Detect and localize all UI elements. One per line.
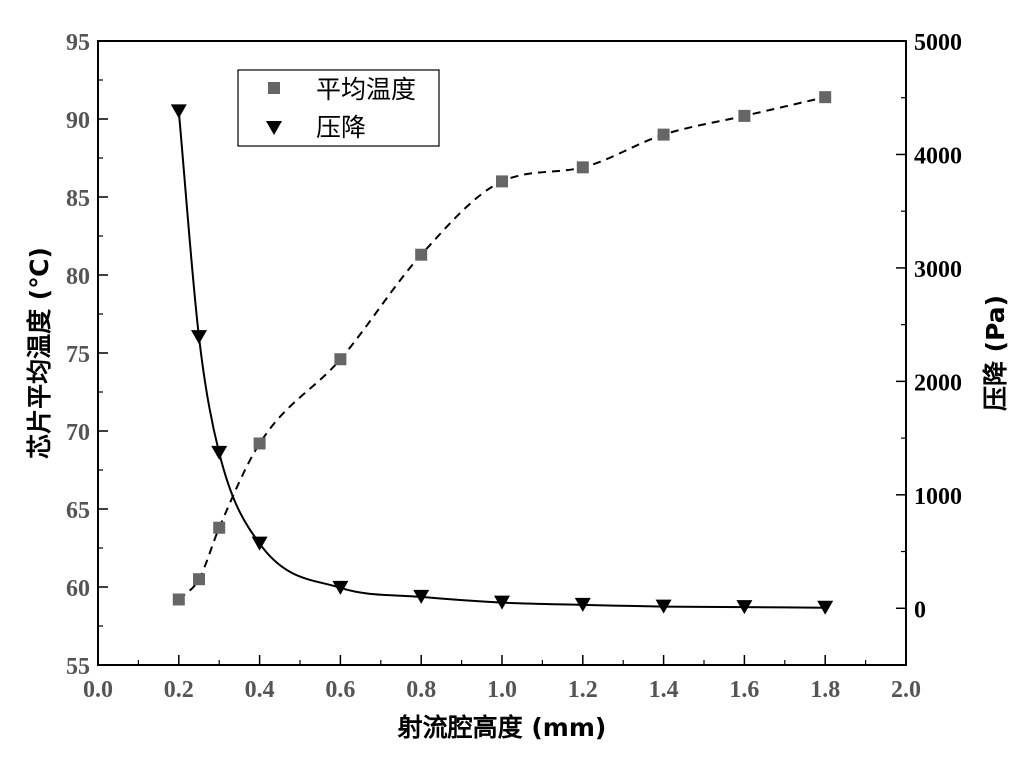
x-tick-label: 1.8 <box>810 677 840 703</box>
y-left-tick-label: 70 <box>66 420 90 446</box>
y-left-axis-title: 芯片平均温度 (℃) <box>25 247 54 459</box>
y-left-tick-label: 65 <box>66 498 90 524</box>
legend: 平均温度 压降 <box>237 69 440 147</box>
pressure-drop-point <box>332 580 349 595</box>
legend-square-icon <box>268 82 280 94</box>
pressure-drop-point <box>574 597 591 612</box>
y-right-tick-label: 3000 <box>914 257 962 283</box>
y-left-tick-label: 60 <box>66 576 90 602</box>
x-tick-label: 1.0 <box>487 677 517 703</box>
temperature-point <box>334 353 347 366</box>
y-left-tick-label: 55 <box>66 654 90 680</box>
x-tick-label: 0.4 <box>245 677 275 703</box>
y-left-tick-label: 90 <box>66 108 90 134</box>
pressure-drop-point <box>211 445 228 460</box>
legend-triangle-icon <box>266 121 282 135</box>
fit-curve <box>178 96 826 601</box>
x-tick-label: 0.0 <box>83 677 113 703</box>
axis-ticks <box>97 40 907 666</box>
pressure-drop-point <box>191 330 207 345</box>
pressure-drop-point <box>736 600 753 615</box>
x-tick-label: 1.6 <box>729 677 759 703</box>
y-left-tick-label: 80 <box>66 264 90 290</box>
pressure-drop-point <box>655 599 672 614</box>
x-tick-label: 0.6 <box>325 677 355 703</box>
x-tick-label: 2.0 <box>891 677 921 703</box>
y-left-tick-label: 75 <box>66 342 90 368</box>
x-tick-label: 1.2 <box>568 677 598 703</box>
x-axis-title: 射流腔高度 (mm) <box>397 713 607 742</box>
y-left-tick-label: 95 <box>66 30 90 56</box>
x-tick-label: 0.8 <box>406 677 436 703</box>
x-tick-label: 1.4 <box>649 677 679 703</box>
data-markers <box>170 91 834 615</box>
pressure-drop-point <box>251 536 268 551</box>
pressure-drop-point <box>170 104 187 119</box>
pressure-drop-point <box>494 595 510 610</box>
pressure-drop-point <box>817 600 834 615</box>
plot-frame <box>97 40 907 666</box>
y-right-axis-title: 压降 (Pa) <box>981 295 1010 411</box>
y-left-tick-label: 85 <box>66 186 90 212</box>
temperature-point <box>576 161 589 174</box>
legend-label-temperature: 平均温度 <box>316 75 416 104</box>
y-right-tick-label: 2000 <box>914 370 962 396</box>
tick-labels: 0.0 0.2 0.4 0.6 0.8 1.0 1.2 1.4 1.6 1.8 2.0 55 60 65 7… <box>66 30 962 703</box>
temperature-point <box>496 175 508 188</box>
y-right-tick-label: 4000 <box>914 143 962 169</box>
y-right-tick-label: 5000 <box>914 30 962 56</box>
y-right-tick-label: 0 <box>914 597 926 623</box>
temperature-point <box>172 593 185 606</box>
temperature-point <box>657 128 670 141</box>
y-right-tick-label: 1000 <box>914 484 962 510</box>
temperature-point <box>415 248 428 261</box>
fit-curves <box>177 96 826 609</box>
x-tick-label: 0.2 <box>164 677 194 703</box>
temperature-point <box>193 573 205 586</box>
temperature-point <box>213 521 226 534</box>
temperature-point <box>738 109 751 122</box>
legend-label-pressure-drop: 压降 <box>316 113 366 142</box>
temperature-point <box>819 91 832 104</box>
pressure-drop-point <box>413 589 430 604</box>
temperature-point <box>253 437 266 450</box>
